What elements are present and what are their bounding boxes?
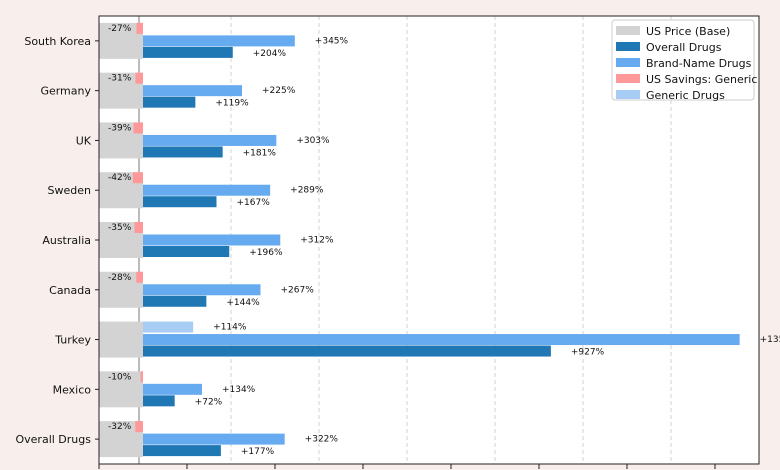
bar-brand-turkey (143, 334, 740, 346)
bar-brand-canada (143, 284, 261, 296)
label-brand-turkey: +1356% (760, 335, 780, 345)
category-label-sweden: Sweden (48, 184, 91, 197)
legend: US Price (Base) Overall Drugs Brand-Name D… (611, 19, 757, 102)
bar-savings-mexico (140, 371, 143, 383)
label-generic-turkey: +114% (213, 323, 247, 333)
label-brand-canada: +267% (280, 285, 314, 295)
bar-brand-uk (143, 134, 277, 146)
bar-overall-mexico (143, 395, 175, 407)
label-savings-mexico: -10% (108, 372, 132, 382)
bar-savings-canada (136, 271, 143, 283)
bar-brand-mexico (143, 383, 202, 395)
label-overall-canada: +144% (226, 298, 260, 308)
legend-label-generic-drugs: Generic Drugs (646, 89, 725, 102)
label-savings-canada: -28% (108, 273, 132, 283)
label-overall-south-korea: +204% (253, 49, 287, 59)
bar-savings-overall-drugs (135, 421, 143, 433)
legend-swatch-generic-drugs (616, 90, 640, 99)
label-brand-germany: +225% (262, 86, 296, 96)
label-brand-overall-drugs: +322% (305, 435, 339, 445)
value-labels: -27% +345% +204% -31% +225% +119% -39% +303% +18… (108, 24, 780, 457)
label-savings-germany: -31% (108, 74, 132, 84)
bar-brand-australia (143, 234, 281, 246)
bar-overall-south-korea (143, 46, 233, 58)
category-label-overall-drugs: Overall Drugs (16, 433, 92, 446)
legend-label-us-savings-generic: US Savings: Generic (646, 73, 757, 86)
category-label-mexico: Mexico (53, 383, 92, 396)
bar-overall-turkey (143, 345, 551, 357)
label-savings-australia: -35% (108, 223, 132, 233)
bar-overall-overall-drugs (143, 445, 221, 457)
x-axis-ticks (98, 464, 716, 469)
bar-base-canada (99, 271, 143, 308)
bar-overall-canada (143, 295, 207, 307)
label-brand-mexico: +134% (222, 385, 256, 395)
bar-base-turkey (99, 321, 143, 358)
category-label-germany: Germany (40, 85, 91, 98)
category-label-uk: UK (76, 134, 92, 147)
label-overall-mexico: +72% (195, 397, 223, 407)
legend-box (611, 19, 755, 101)
bar-generic-turkey (143, 321, 194, 333)
category-label-australia: Australia (42, 234, 91, 247)
plot-frame (98, 15, 760, 465)
bars (99, 22, 740, 458)
label-overall-sweden: +167% (236, 198, 270, 208)
label-savings-south-korea: -27% (108, 24, 132, 34)
label-overall-australia: +196% (249, 248, 283, 258)
bar-brand-germany (143, 85, 242, 97)
bar-savings-germany (135, 72, 143, 84)
label-brand-uk: +303% (296, 136, 330, 146)
legend-label-brand-name-drugs: Brand-Name Drugs (646, 57, 752, 70)
label-overall-turkey: +927% (571, 348, 605, 358)
legend-label-overall-drugs: Overall Drugs (646, 41, 722, 54)
label-savings-sweden: -42% (108, 173, 132, 183)
bar-base-south-korea (99, 22, 143, 59)
bar-overall-uk (143, 146, 223, 158)
category-label-turkey: Turkey (54, 334, 91, 347)
bar-brand-south-korea (143, 35, 295, 47)
bar-overall-sweden (143, 196, 217, 208)
legend-swatch-overall-drugs (616, 42, 640, 51)
label-overall-germany: +119% (215, 99, 249, 109)
label-brand-south-korea: +345% (315, 36, 349, 46)
category-label-south-korea: South Korea (24, 35, 91, 48)
bar-base-mexico (99, 371, 143, 408)
bar-brand-sweden (143, 184, 271, 196)
label-overall-overall-drugs: +177% (241, 447, 275, 457)
legend-swatch-us-price-base (616, 26, 640, 35)
bar-savings-uk (133, 122, 143, 134)
bar-savings-australia (134, 222, 143, 233)
label-overall-uk: +181% (243, 148, 277, 158)
category-label-canada: Canada (49, 284, 91, 297)
label-savings-overall-drugs: -32% (108, 422, 132, 432)
label-brand-australia: +312% (300, 236, 334, 246)
legend-label-us-price-base: US Price (Base) (646, 25, 730, 38)
bar-brand-overall-drugs (143, 433, 285, 445)
bar-overall-australia (143, 246, 230, 257)
legend-swatch-us-savings-generic (616, 74, 640, 83)
label-brand-sweden: +289% (290, 186, 324, 196)
bar-savings-sweden (132, 172, 143, 184)
bar-overall-germany (143, 96, 196, 108)
label-savings-uk: -39% (108, 123, 132, 133)
category-labels: South Korea Germany UK Sweden Australia Canad… (16, 35, 99, 446)
legend-swatch-brand-name-drugs (616, 58, 640, 67)
bar-savings-south-korea (136, 22, 143, 34)
